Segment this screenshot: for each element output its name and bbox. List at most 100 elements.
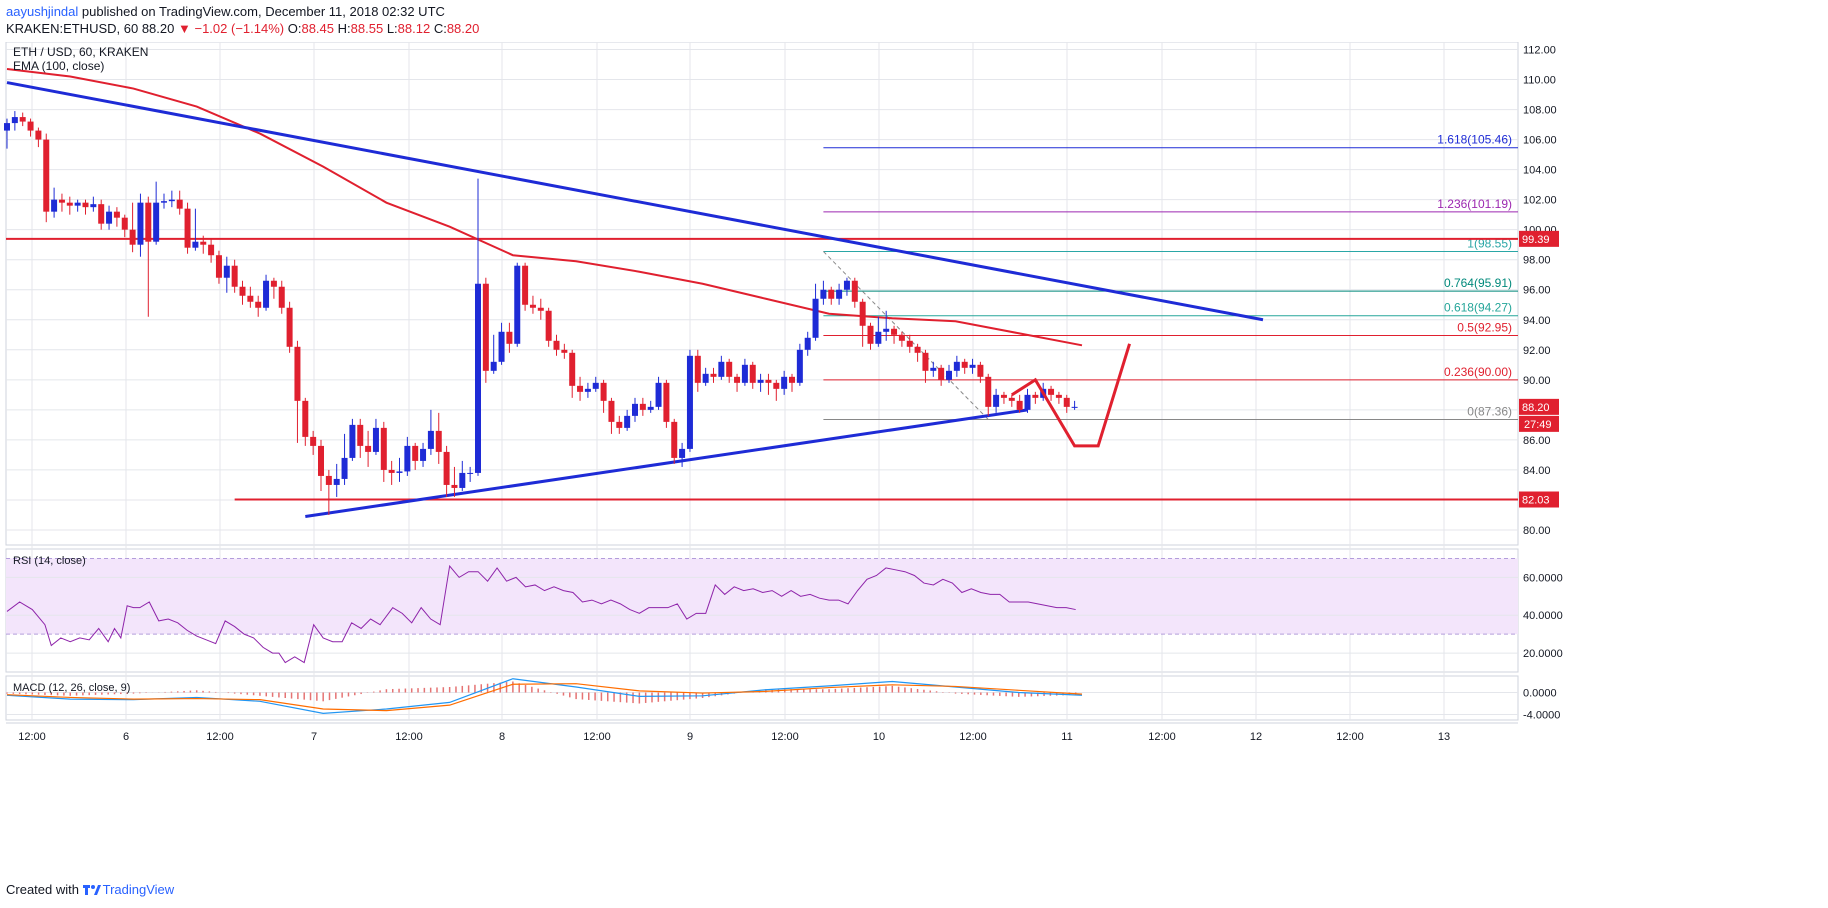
level-price-label: 82.03	[1522, 495, 1550, 507]
trendline	[6, 81, 1264, 322]
candle-body	[294, 346, 301, 401]
y-tick-label: 110.00	[1523, 75, 1556, 87]
candle	[1071, 400, 1078, 410]
candle	[694, 349, 701, 392]
macd-tick-label: -4.0000	[1523, 710, 1560, 722]
candle-body	[498, 331, 505, 362]
macd-legend: MACD (12, 26, close, 9)	[13, 682, 130, 694]
projection-path	[1010, 343, 1131, 448]
y-tick-label: 84.00	[1523, 465, 1551, 477]
fib-level-label: 0.764(95.91)	[1444, 276, 1512, 290]
candle-body	[443, 451, 450, 485]
rsi-tick-label: 40.0000	[1523, 610, 1563, 622]
candle-body	[145, 202, 152, 242]
candle-body	[851, 280, 858, 302]
candle	[608, 397, 615, 434]
candle-body	[184, 208, 191, 248]
candle-body	[694, 355, 701, 383]
candle-body	[812, 298, 819, 338]
candle	[459, 460, 466, 491]
candle	[420, 442, 427, 467]
candle-body	[90, 204, 97, 208]
candle	[686, 349, 693, 452]
candle-body	[584, 388, 591, 392]
candle-body	[1032, 394, 1039, 398]
candle	[137, 193, 144, 257]
candle-body	[522, 265, 529, 305]
candle-body	[702, 373, 709, 383]
candle-body	[19, 117, 26, 122]
candle-body	[553, 340, 560, 350]
candle	[710, 367, 717, 383]
candle-body	[781, 376, 788, 389]
candle	[1063, 394, 1070, 413]
candle-body	[121, 217, 128, 230]
candle	[930, 361, 937, 377]
candle-body	[773, 382, 780, 389]
candle-body	[200, 241, 207, 245]
candle	[153, 181, 160, 245]
candle-body	[74, 202, 81, 206]
trendline	[305, 408, 1028, 518]
candle	[325, 469, 332, 515]
candle	[247, 286, 254, 308]
candle-body	[796, 349, 803, 383]
candle-body	[741, 364, 748, 383]
level-price-badge	[1519, 230, 1559, 247]
candle-body	[278, 286, 285, 308]
candle-body	[804, 337, 811, 350]
candle	[74, 199, 81, 212]
candle-body	[161, 201, 167, 203]
tradingview-brand[interactable]: TradingView	[102, 882, 175, 897]
candle-body	[859, 301, 866, 326]
candle-body	[239, 286, 246, 296]
x-tick-label: 13	[1438, 731, 1450, 743]
candle	[333, 463, 340, 497]
ohlc-open-value: 88.45	[301, 21, 335, 36]
x-tick-label: 12:00	[1148, 731, 1176, 743]
candle-body	[98, 204, 105, 224]
candle	[43, 133, 50, 223]
candle	[898, 331, 905, 347]
candle-body	[388, 469, 395, 473]
chart-canvas[interactable]: 12:00 6 12:00 7 12:00 8 12:00 9 12:00 10 12:00 11 12…	[0, 42, 1828, 880]
candle	[891, 325, 898, 344]
candle-body	[514, 265, 521, 344]
y-tick-label: 98.00	[1523, 255, 1551, 267]
candle	[372, 418, 379, 455]
candle	[161, 193, 167, 209]
candle	[1008, 394, 1015, 407]
created-with-text: Created with	[6, 882, 79, 897]
candle-body	[883, 328, 890, 332]
candle	[129, 202, 136, 253]
candle	[467, 466, 474, 482]
candle-body	[1063, 397, 1070, 407]
x-tick-label: 12:00	[771, 731, 799, 743]
ema-legend: EMA (100, close)	[13, 59, 104, 73]
candle-body	[545, 310, 552, 341]
candle-body	[898, 334, 905, 341]
candle-body	[302, 400, 309, 437]
candle	[529, 295, 536, 314]
candle	[404, 436, 411, 476]
candle-body	[357, 424, 364, 446]
candle-body	[82, 202, 89, 208]
fib-level-label: 1.618(105.46)	[1437, 133, 1512, 147]
x-tick-label: 6	[123, 731, 129, 743]
candle	[993, 388, 1000, 413]
author-link[interactable]: aayushjindal	[6, 4, 79, 19]
candle-body	[404, 445, 411, 472]
x-tick-label: 7	[311, 731, 317, 743]
candle-body	[718, 361, 725, 377]
chart-header: aayushjindal published on TradingView.co…	[0, 0, 1828, 42]
macd-line	[6, 678, 1083, 715]
level-price-label: 99.39	[1522, 234, 1550, 246]
candle-body	[663, 382, 670, 422]
candle-body	[412, 445, 419, 461]
candle-body	[1048, 388, 1055, 395]
candle-body	[475, 283, 481, 473]
candle	[702, 367, 709, 386]
candle	[90, 196, 97, 212]
candle	[977, 361, 984, 383]
candle	[490, 334, 497, 374]
